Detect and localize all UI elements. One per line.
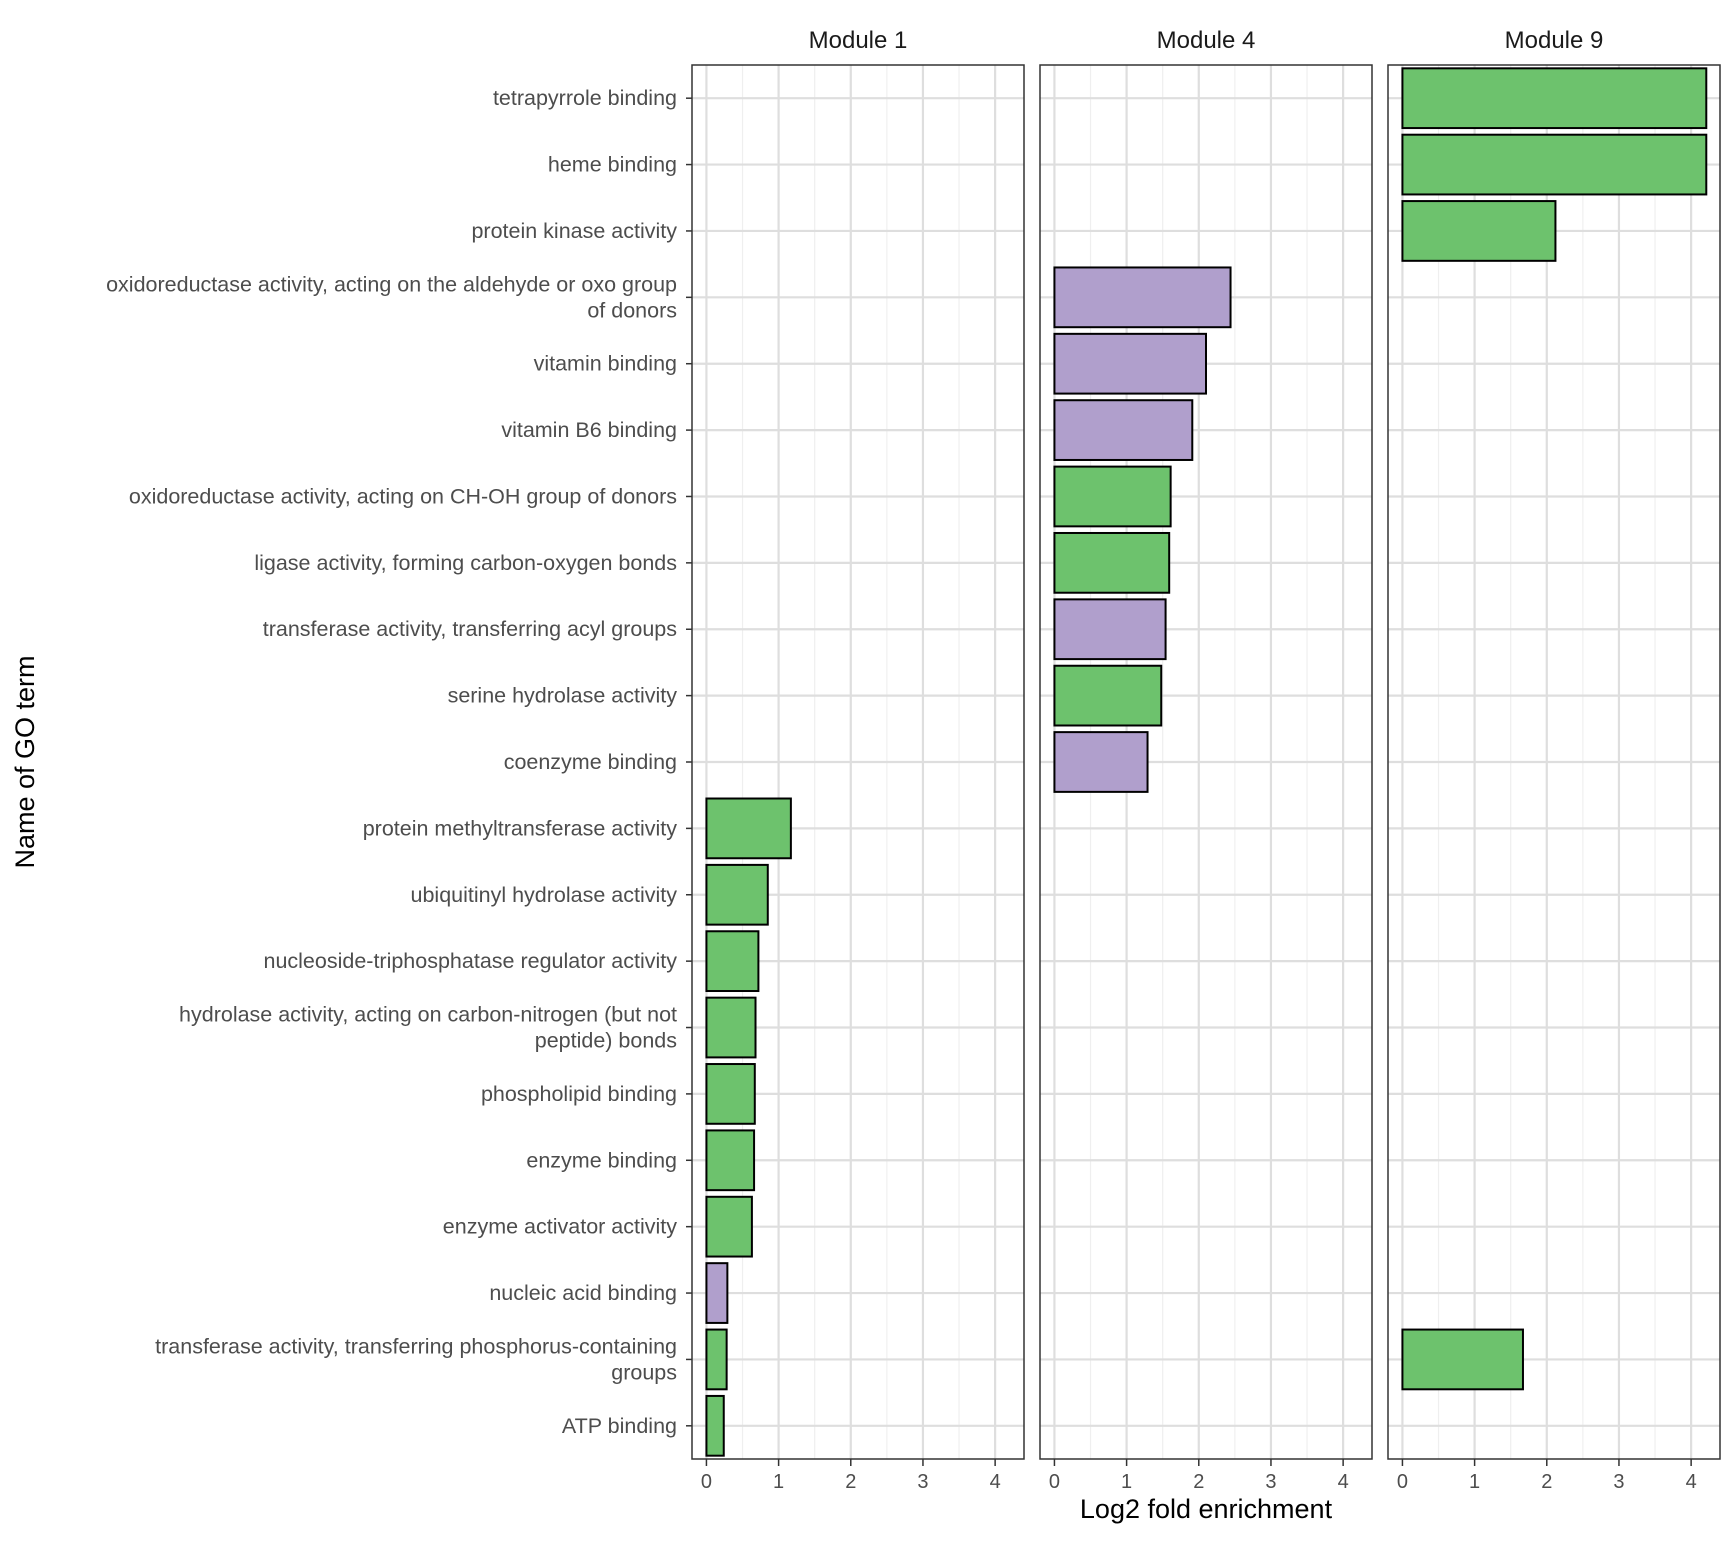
- x-tick-label: 1: [1469, 1471, 1480, 1493]
- y-tick-label-line: groups: [611, 1360, 677, 1384]
- y-tick-label-line: nucleoside-triphosphatase regulator acti…: [263, 949, 677, 973]
- y-tick-label-line: coenzyme binding: [504, 750, 677, 774]
- y-tick-label-line: oxidoreductase activity, acting on CH-OH…: [129, 484, 677, 508]
- x-tick-label: 1: [773, 1471, 784, 1493]
- y-tick-label-line: nucleic acid binding: [489, 1281, 677, 1305]
- y-tick-label: heme binding: [548, 153, 677, 177]
- bar-module-1-transferase-activity-transferring-phosphorus-containing-groups: [705, 1328, 728, 1391]
- panel-border: [1387, 64, 1721, 1460]
- y-tick-label-line: ubiquitinyl hydrolase activity: [411, 883, 678, 907]
- y-tick-label: oxidoreductase activity, acting on CH-OH…: [129, 484, 677, 508]
- bar-module-4-serine-hydrolase-activity: [1053, 664, 1163, 727]
- facet-title: Module 1: [809, 27, 908, 54]
- y-tick-label: phospholipid binding: [481, 1082, 677, 1106]
- x-tick-label: 4: [990, 1471, 1001, 1493]
- x-tick-label: 2: [1193, 1471, 1204, 1493]
- y-tick-label-line: hydrolase activity, acting on carbon-nit…: [179, 1003, 677, 1027]
- y-tick-label-line: phospholipid binding: [481, 1082, 677, 1106]
- bar-module-1-protein-methyltransferase-activity: [705, 797, 792, 860]
- y-tick-label-line: tetrapyrrole binding: [493, 86, 677, 110]
- bar-module-1-nucleic-acid-binding: [705, 1262, 729, 1324]
- y-tick-label: enzyme binding: [526, 1148, 677, 1172]
- y-tick-label-line: of donors: [587, 298, 677, 322]
- bar-module-4-ligase-activity-forming-carbon-oxygen-bonds: [1053, 531, 1171, 594]
- y-axis-title: Name of GO term: [10, 655, 40, 868]
- y-tick-label-line: transferase activity, transferring phosp…: [155, 1334, 677, 1358]
- facet-title: Module 4: [1157, 27, 1256, 54]
- y-tick-label-line: ligase activity, forming carbon-oxygen b…: [254, 551, 677, 575]
- y-tick-label-line: ATP binding: [562, 1414, 677, 1438]
- y-tick-label: oxidoreductase activity, acting on the a…: [106, 272, 677, 322]
- y-tick-label-line: serine hydrolase activity: [448, 684, 678, 708]
- bar-module-4-coenzyme-binding: [1053, 731, 1149, 793]
- bar-module-1-enzyme-binding: [705, 1129, 756, 1192]
- y-tick-label-line: protein kinase activity: [471, 219, 677, 243]
- y-tick-label-line: oxidoreductase activity, acting on the a…: [106, 272, 677, 296]
- bar-module-4-transferase-activity-transferring-acyl-groups: [1053, 598, 1167, 661]
- y-tick-label-line: enzyme binding: [526, 1148, 677, 1172]
- y-tick-label: vitamin B6 binding: [501, 418, 677, 442]
- y-tick-label: coenzyme binding: [504, 750, 677, 774]
- bar-module-9-protein-kinase-activity: [1401, 200, 1557, 262]
- y-tick-label-line: peptide) bonds: [535, 1029, 677, 1053]
- y-tick-label: serine hydrolase activity: [448, 684, 678, 708]
- x-tick-label: 1: [1121, 1471, 1132, 1493]
- x-tick-label: 3: [917, 1471, 928, 1493]
- y-tick-label: vitamin binding: [534, 352, 677, 376]
- bar-module-9-transferase-activity-transferring-phosphorus-containing-groups: [1401, 1328, 1524, 1391]
- bar-module-1-atp-binding: [705, 1394, 725, 1457]
- bar-module-9-heme-binding: [1401, 133, 1708, 196]
- x-tick-label: 4: [1686, 1471, 1697, 1493]
- x-axis-title: Log2 fold enrichment: [1080, 1494, 1333, 1524]
- bar-module-1-enzyme-activator-activity: [705, 1195, 753, 1258]
- y-tick-label: transferase activity, transferring phosp…: [155, 1334, 677, 1384]
- y-tick-label-line: enzyme activator activity: [443, 1215, 677, 1239]
- x-tick-label: 3: [1613, 1471, 1624, 1493]
- x-tick-label: 3: [1265, 1471, 1276, 1493]
- bar-module-4-vitamin-b6-binding: [1053, 399, 1194, 461]
- y-tick-label-line: heme binding: [548, 153, 677, 177]
- y-tick-label-line: vitamin binding: [534, 352, 677, 376]
- x-tick-label: 0: [1397, 1471, 1408, 1493]
- bar-module-4-vitamin-binding: [1053, 332, 1208, 395]
- x-tick-label: 4: [1338, 1471, 1349, 1493]
- y-tick-label: ligase activity, forming carbon-oxygen b…: [254, 551, 677, 575]
- y-tick-label-line: transferase activity, transferring acyl …: [263, 617, 677, 641]
- y-tick-label-line: vitamin B6 binding: [501, 418, 677, 442]
- y-tick-label: hydrolase activity, acting on carbon-nit…: [179, 1003, 677, 1053]
- x-tick-label: 2: [1541, 1471, 1552, 1493]
- bar-module-4-oxidoreductase-activity-acting-on-ch-oh-group-of-donors: [1053, 465, 1172, 528]
- panel-border: [1039, 64, 1373, 1460]
- y-tick-label: enzyme activator activity: [443, 1215, 677, 1239]
- bar-module-9-tetrapyrrole-binding: [1401, 67, 1708, 130]
- y-tick-label: ATP binding: [562, 1414, 677, 1438]
- x-tick-label: 0: [1049, 1471, 1060, 1493]
- y-tick-label: transferase activity, transferring acyl …: [263, 617, 677, 641]
- facet-title: Module 9: [1505, 27, 1604, 54]
- x-tick-label: 2: [845, 1471, 856, 1493]
- y-tick-label: ubiquitinyl hydrolase activity: [411, 883, 678, 907]
- bar-module-1-phospholipid-binding: [705, 1063, 756, 1125]
- y-tick-label: nucleic acid binding: [489, 1281, 677, 1305]
- y-tick-label: protein kinase activity: [471, 219, 677, 243]
- bar-module-4-oxidoreductase-activity-acting-on-the-aldehyde-or-oxo-group-of-donors: [1053, 266, 1232, 329]
- x-tick-label: 0: [701, 1471, 712, 1493]
- bar-module-1-nucleoside-triphosphatase-regulator-activity: [705, 930, 760, 993]
- y-tick-label-line: protein methyltransferase activity: [363, 816, 678, 840]
- bar-module-1-ubiquitinyl-hydrolase-activity: [705, 863, 769, 926]
- bar-module-1-hydrolase-activity-acting-on-carbon-nitrogen-but-not-peptide-bonds: [705, 996, 757, 1059]
- y-tick-label: protein methyltransferase activity: [363, 816, 678, 840]
- y-tick-label: tetrapyrrole binding: [493, 86, 677, 110]
- y-tick-label: nucleoside-triphosphatase regulator acti…: [263, 949, 677, 973]
